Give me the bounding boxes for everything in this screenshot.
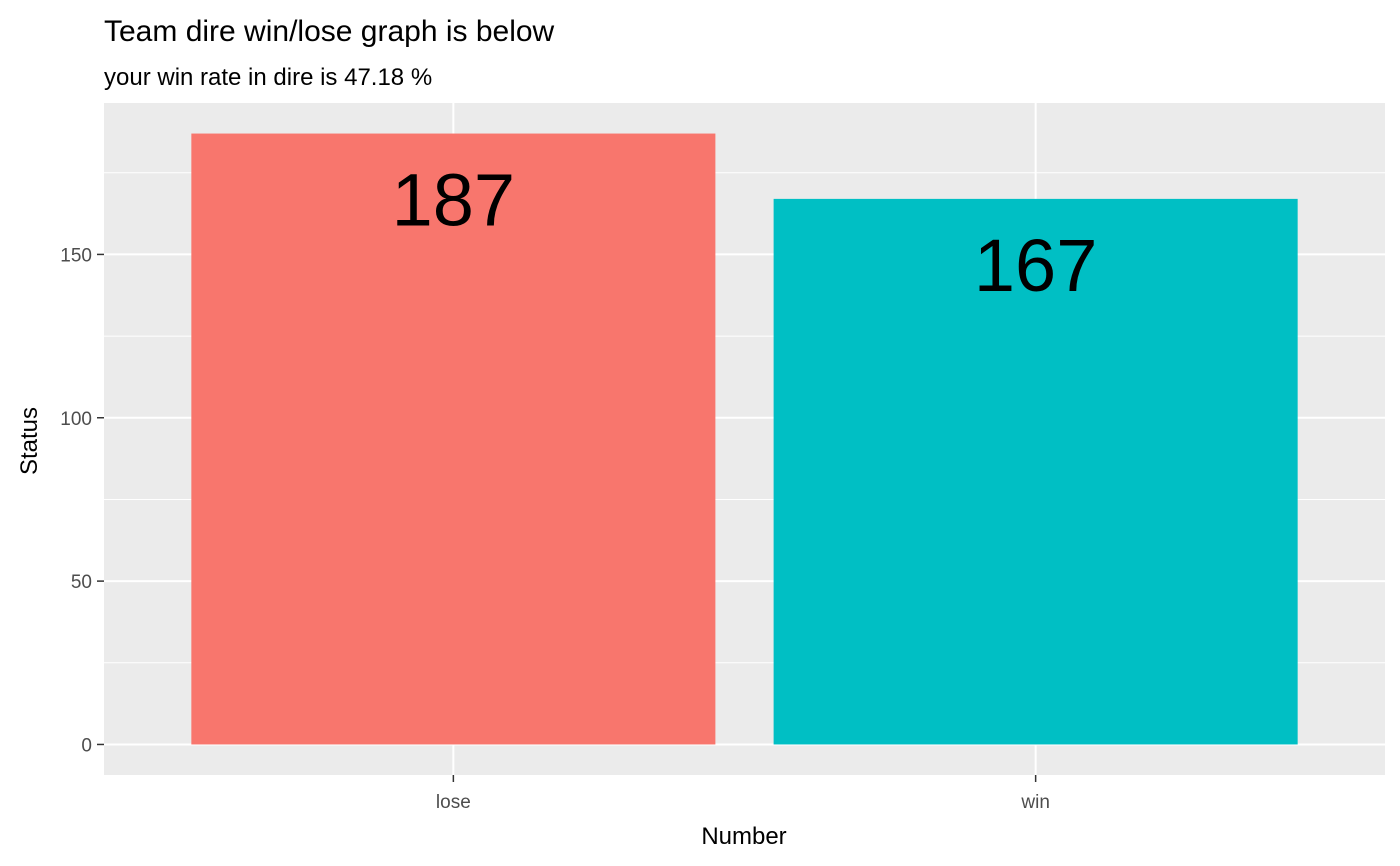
x-tick-label: win <box>1020 792 1050 813</box>
y-tick-label: 0 <box>81 735 92 756</box>
x-axis-ticks: lose win <box>436 775 1050 813</box>
x-axis-title: Number <box>701 823 786 850</box>
bar-win <box>773 198 1298 745</box>
bar-lose <box>191 133 716 745</box>
y-tick-label: 150 <box>60 245 92 266</box>
bars <box>191 133 1298 745</box>
bar-value-label: 167 <box>974 224 1097 307</box>
chart-title: Team dire win/lose graph is below <box>104 15 555 48</box>
y-axis-ticks: 0 50 100 150 <box>60 245 104 756</box>
y-tick-label: 100 <box>60 409 92 430</box>
bar-labels: 187 167 <box>392 159 1098 307</box>
chart-subtitle: your win rate in dire is 47.18 % <box>104 64 432 91</box>
bar-value-label: 187 <box>392 159 515 242</box>
x-tick-label: lose <box>436 792 471 813</box>
y-axis-title: Status <box>16 407 43 475</box>
y-tick-label: 50 <box>71 572 92 593</box>
